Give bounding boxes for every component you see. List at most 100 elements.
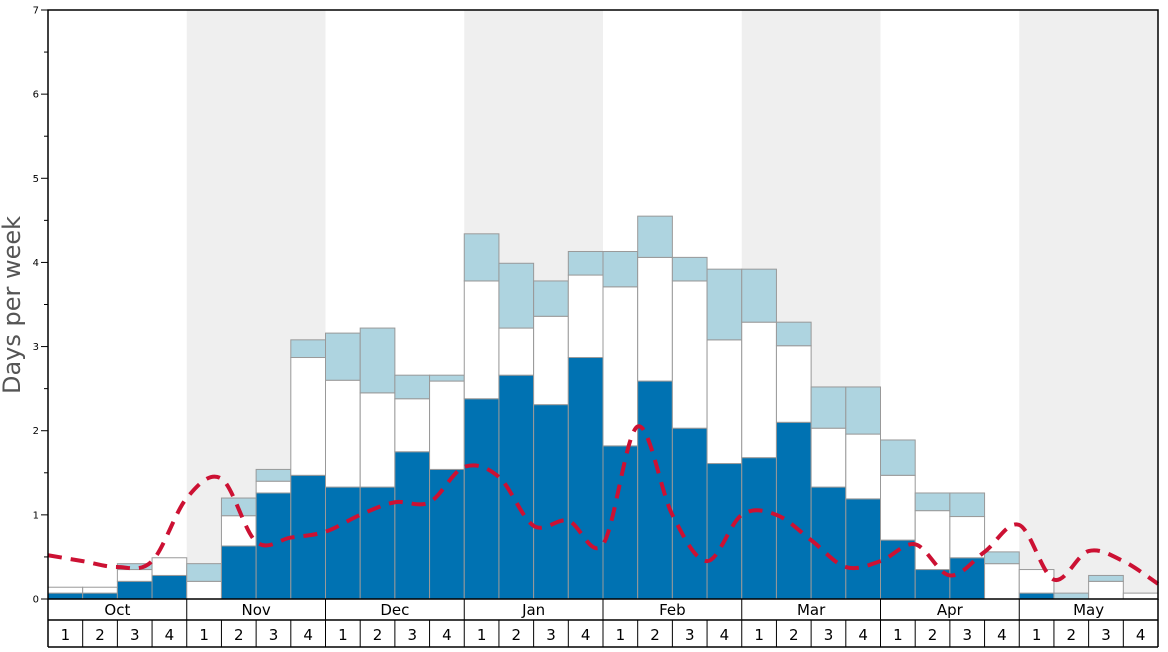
bar-segment-light xyxy=(671,256,708,282)
bar-segment-white xyxy=(394,398,431,453)
week-label: 3 xyxy=(824,626,834,644)
bar-segment-light xyxy=(463,233,500,282)
bar-segment-white xyxy=(984,563,1020,600)
week-label: 2 xyxy=(789,626,799,644)
bar-segment-dark xyxy=(671,427,708,600)
bar-segment-light xyxy=(602,250,639,288)
week-label: 1 xyxy=(199,626,209,644)
bar-segment-white xyxy=(810,427,847,488)
month-label: Jan xyxy=(521,601,545,619)
month-label: Apr xyxy=(937,601,964,619)
bar-segment-dark xyxy=(463,398,500,600)
bar-segment-white xyxy=(949,516,986,559)
y-axis-label: Days per week xyxy=(0,216,26,394)
bar-segment-dark xyxy=(47,592,84,600)
month-label: Feb xyxy=(659,601,686,619)
bar-segment-light xyxy=(567,250,604,276)
y-tick-label: 2 xyxy=(33,426,39,437)
week-label: 2 xyxy=(234,626,244,644)
bar-segment-light xyxy=(845,386,881,435)
week-label: 2 xyxy=(1067,626,1077,644)
bar-segment-dark xyxy=(775,421,812,600)
bar-segment-white xyxy=(567,274,604,359)
bar-segment-white xyxy=(47,586,84,594)
bar-segment-light xyxy=(533,280,569,317)
week-label: 4 xyxy=(720,626,730,644)
bar-segment-white xyxy=(186,580,222,600)
week-label: 1 xyxy=(616,626,626,644)
month-label: Nov xyxy=(241,601,270,619)
bar-segment-dark xyxy=(845,498,881,600)
bar-segment-white xyxy=(602,286,639,447)
bar-segment-dark xyxy=(1018,592,1055,600)
week-label: 4 xyxy=(303,626,313,644)
bar-segment-dark xyxy=(637,380,673,600)
week-label: 4 xyxy=(581,626,591,644)
bar-segment-white xyxy=(1018,569,1055,594)
bar-segment-dark xyxy=(151,574,188,600)
y-tick-label: 0 xyxy=(33,595,39,606)
bar-segment-light xyxy=(1053,592,1090,600)
month-band xyxy=(48,10,187,599)
y-tick-label: 1 xyxy=(33,510,39,521)
bar-segment-white xyxy=(82,586,118,594)
bar-segment-dark xyxy=(914,569,951,600)
bar-segment-light xyxy=(429,374,465,382)
month-label: Mar xyxy=(797,601,826,619)
bar-segment-light xyxy=(984,551,1020,565)
bar-segment-white xyxy=(429,380,465,470)
week-label: 2 xyxy=(373,626,383,644)
week-label: 3 xyxy=(962,626,972,644)
bar-segment-dark xyxy=(567,357,604,600)
week-label: 1 xyxy=(893,626,903,644)
week-label: 1 xyxy=(754,626,764,644)
y-tick-label: 6 xyxy=(33,90,39,101)
bar-segment-light xyxy=(359,327,396,394)
week-label: 1 xyxy=(1032,626,1042,644)
bar-segment-white xyxy=(498,327,535,376)
bar-segment-dark xyxy=(498,374,535,600)
bar-segment-white xyxy=(290,357,326,476)
month-label: May xyxy=(1073,601,1104,619)
bar-segment-white xyxy=(880,474,916,541)
bar-segment-light xyxy=(325,332,361,381)
week-label: 3 xyxy=(1101,626,1111,644)
trend-layer xyxy=(47,424,1160,586)
bar-segment-light xyxy=(914,492,951,512)
y-tick-label: 4 xyxy=(33,258,39,269)
bar-segment-dark xyxy=(394,451,431,600)
bar-segment-dark xyxy=(949,557,986,600)
week-label: 4 xyxy=(858,626,868,644)
bar-segment-dark xyxy=(602,445,639,600)
bar-segment-white xyxy=(1088,580,1124,600)
week-label: 1 xyxy=(477,626,487,644)
bar-segment-light xyxy=(810,386,847,429)
bar-segment-white xyxy=(533,315,569,406)
bar-segment-light xyxy=(290,339,326,359)
axes-layer: 0 1 2 3 4 5 6 7 Oct Nov Dec Jan Feb Mar Apr May 1 2 3 4 1 2 3 4… xyxy=(33,6,1159,648)
bar-segment-white xyxy=(255,480,292,494)
bar-segment-dark xyxy=(116,580,153,600)
bar-segment-light xyxy=(949,492,986,518)
month-band xyxy=(1019,10,1158,599)
week-label: 3 xyxy=(546,626,556,644)
y-tick-label: 5 xyxy=(33,174,39,185)
bar-segment-white xyxy=(845,433,881,500)
bar-segment-dark xyxy=(706,463,743,600)
bar-segment-dark xyxy=(741,457,777,600)
bar-segment-white xyxy=(775,345,812,423)
week-label: 3 xyxy=(407,626,417,644)
week-label: 3 xyxy=(130,626,140,644)
bar-segment-white xyxy=(741,321,777,459)
week-label: 2 xyxy=(95,626,105,644)
bar-segment-white xyxy=(151,557,188,576)
week-label: 1 xyxy=(61,626,71,644)
week-label: 4 xyxy=(997,626,1007,644)
bar-segment-white xyxy=(463,280,500,400)
month-label: Dec xyxy=(380,601,409,619)
week-label: 3 xyxy=(269,626,279,644)
bar-segment-white xyxy=(359,392,396,488)
y-tick-label: 7 xyxy=(33,6,39,17)
